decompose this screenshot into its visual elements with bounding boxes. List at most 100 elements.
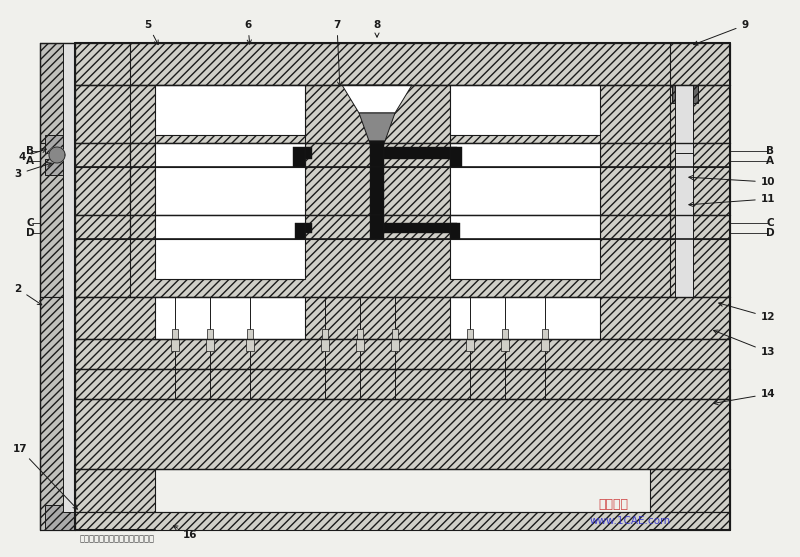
Bar [391,339,399,351]
Text: B: B [26,146,34,156]
Bar [247,329,253,339]
Bar [370,215,384,239]
Text: 仿真在线: 仿真在线 [598,499,628,511]
Bar [357,329,363,339]
Bar [450,297,600,339]
Text: 16: 16 [174,526,198,540]
Bar [155,215,305,239]
Text: C: C [26,218,34,228]
Bar [356,339,364,351]
Bar [155,239,305,279]
Bar [75,399,730,469]
Bar [75,167,130,215]
Bar [246,339,254,351]
Text: www.1CAE.com: www.1CAE.com [590,516,671,526]
Bar [75,297,730,339]
Bar [40,43,75,143]
Bar [295,223,305,239]
Bar [206,339,214,351]
Bar [305,143,450,167]
Text: 14: 14 [714,389,775,405]
Bar [45,135,67,153]
Bar [384,147,457,159]
Bar [467,329,473,339]
Bar [45,159,67,175]
Text: 8: 8 [374,20,381,37]
Bar [370,143,384,167]
Bar [155,167,305,215]
Text: A: A [26,156,34,166]
Bar [40,297,75,530]
Bar [207,329,213,339]
Bar [670,167,730,215]
Bar [370,167,384,215]
Bar [465,259,585,279]
Bar [670,143,730,167]
Bar [450,147,462,167]
Bar [675,153,693,297]
Bar [502,329,508,339]
Polygon shape [369,141,385,148]
Bar [75,469,155,512]
Bar [466,339,474,351]
Bar [650,469,730,512]
Bar [450,215,600,239]
Bar [130,215,155,239]
Text: 3: 3 [14,163,51,179]
Bar [322,329,328,339]
Bar [75,339,730,369]
Bar [675,85,693,143]
Bar [155,143,305,167]
Bar [170,259,290,279]
Text: 10: 10 [689,175,775,187]
Bar [75,85,730,143]
Text: 11: 11 [689,194,775,207]
Bar [155,297,305,339]
Bar [450,239,600,279]
Bar [542,329,548,339]
Bar [600,215,670,239]
Bar [450,223,460,239]
Text: 17: 17 [13,444,78,509]
Text: D: D [26,228,34,238]
Polygon shape [49,147,65,163]
Bar [130,167,155,215]
Bar [600,143,670,167]
Text: D: D [766,228,774,238]
Bar [63,43,75,512]
Bar [75,239,730,297]
Bar [501,339,509,351]
Bar [305,223,312,233]
Text: 5: 5 [144,20,158,45]
Text: 7: 7 [334,20,342,86]
Text: B: B [766,146,774,156]
Bar [450,85,600,135]
Bar [75,369,730,399]
Text: 13: 13 [714,330,775,357]
Bar [305,85,450,143]
Bar [675,143,693,167]
Bar [450,143,600,167]
Bar [305,167,450,215]
Bar [392,329,398,339]
Bar [305,215,450,239]
Text: 注：仿腾模具设计数控加工数据库: 注：仿腾模具设计数控加工数据库 [80,535,155,544]
Text: 9: 9 [694,20,749,45]
Bar [384,223,457,233]
Bar [75,43,730,85]
Text: 6: 6 [244,20,252,44]
Bar [40,143,75,297]
Text: C: C [766,218,774,228]
Bar [171,339,179,351]
Bar [45,505,75,530]
Polygon shape [359,113,395,141]
Bar [155,85,305,135]
Text: 4: 4 [18,149,46,162]
Text: A: A [766,156,774,166]
Bar [305,147,312,159]
Text: 2: 2 [14,284,42,305]
Bar [293,147,305,167]
Polygon shape [342,85,412,113]
Bar [541,339,549,351]
Bar [600,167,670,215]
